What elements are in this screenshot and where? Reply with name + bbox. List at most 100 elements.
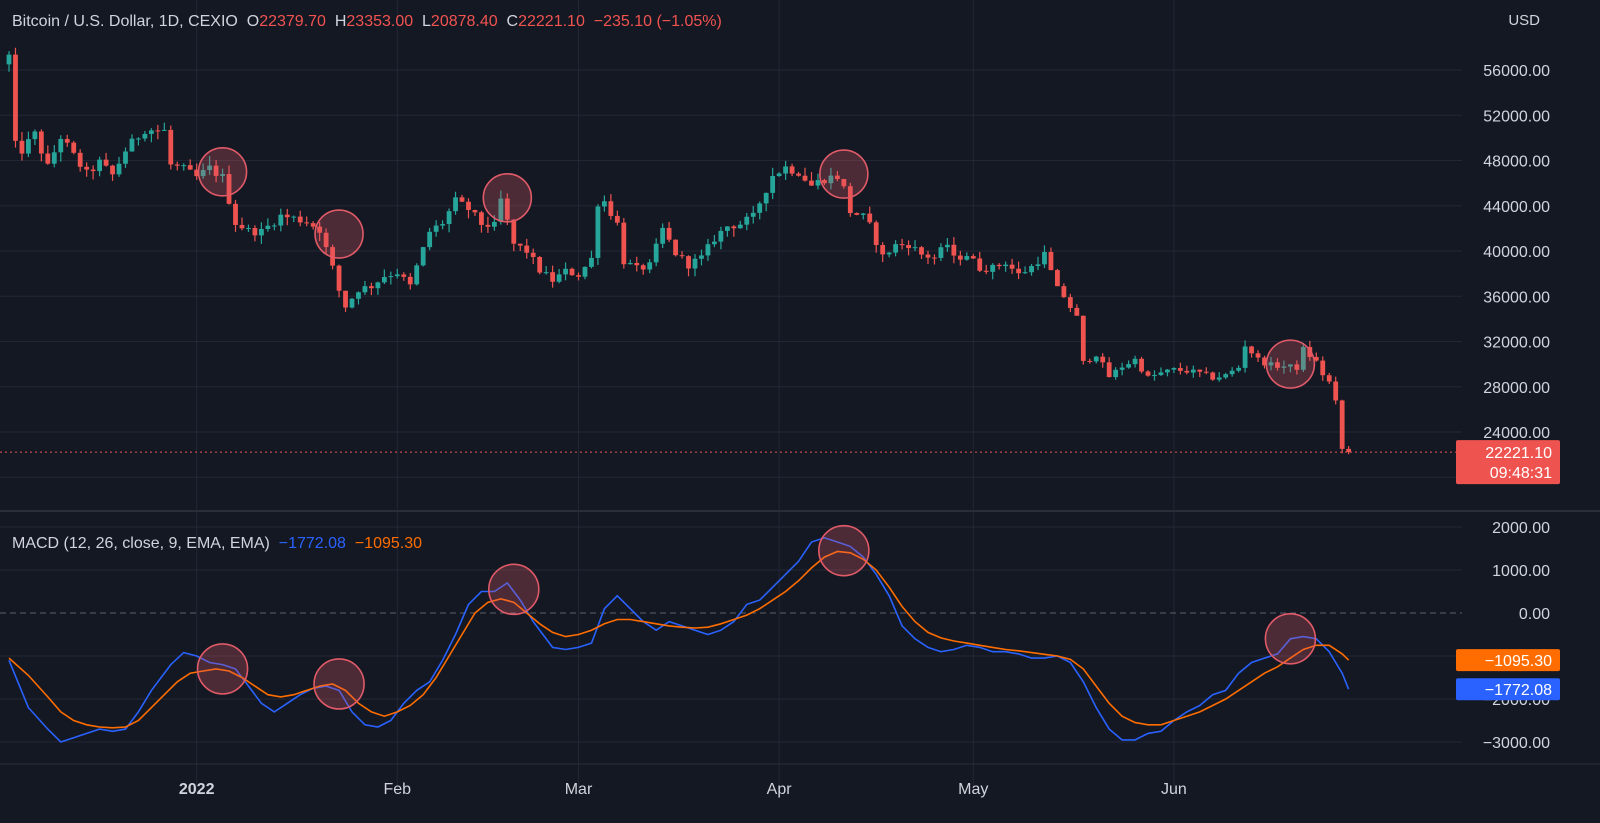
candle[interactable]: [1074, 304, 1080, 316]
candle[interactable]: [867, 206, 873, 224]
candle[interactable]: [1087, 358, 1093, 364]
candle[interactable]: [13, 47, 18, 148]
candle[interactable]: [944, 237, 950, 252]
candle[interactable]: [1339, 399, 1345, 454]
candle[interactable]: [1093, 355, 1099, 364]
candle[interactable]: [97, 156, 103, 177]
candle[interactable]: [291, 215, 297, 223]
candle[interactable]: [822, 178, 827, 186]
candle[interactable]: [1249, 345, 1254, 358]
candle[interactable]: [621, 217, 627, 269]
candle[interactable]: [336, 264, 342, 298]
candle[interactable]: [595, 204, 601, 265]
candle[interactable]: [601, 195, 607, 212]
candle[interactable]: [1100, 353, 1106, 368]
candle[interactable]: [155, 124, 161, 140]
candle[interactable]: [653, 238, 659, 267]
candle[interactable]: [957, 250, 963, 266]
candle[interactable]: [446, 208, 452, 233]
candle[interactable]: [699, 249, 704, 266]
candle[interactable]: [388, 271, 394, 285]
candle[interactable]: [504, 193, 510, 226]
candle[interactable]: [401, 272, 407, 281]
candle[interactable]: [1223, 372, 1229, 380]
candle[interactable]: [1320, 356, 1326, 381]
candle[interactable]: [776, 172, 782, 177]
candle[interactable]: [271, 223, 277, 231]
candle[interactable]: [213, 160, 219, 183]
candle[interactable]: [1281, 360, 1287, 374]
candle[interactable]: [977, 251, 983, 273]
price-axis[interactable]: 24000.00 28000.00 32000.00 36000.00 40000.00…: [1483, 63, 1550, 442]
candle[interactable]: [783, 160, 789, 180]
candle[interactable]: [906, 240, 911, 256]
candle[interactable]: [310, 221, 316, 230]
candle[interactable]: [770, 167, 776, 200]
candle[interactable]: [1119, 362, 1125, 376]
candle[interactable]: [1216, 372, 1222, 382]
candle[interactable]: [919, 246, 924, 259]
candle[interactable]: [123, 147, 128, 168]
candle[interactable]: [938, 243, 944, 262]
candle[interactable]: [1106, 357, 1112, 378]
candle[interactable]: [32, 129, 38, 146]
candle[interactable]: [1210, 371, 1216, 381]
candle[interactable]: [142, 130, 148, 142]
candle[interactable]: [692, 254, 698, 277]
candle[interactable]: [181, 163, 187, 171]
candle[interactable]: [815, 173, 821, 190]
candle[interactable]: [19, 132, 25, 161]
candle[interactable]: [459, 194, 465, 203]
candle[interactable]: [893, 240, 899, 257]
candle[interactable]: [1055, 268, 1060, 287]
candle[interactable]: [614, 210, 620, 226]
candle[interactable]: [278, 208, 284, 232]
candle[interactable]: [233, 199, 238, 232]
candle[interactable]: [1126, 360, 1132, 369]
candle[interactable]: [433, 220, 439, 237]
candle[interactable]: [6, 51, 12, 72]
candle[interactable]: [750, 205, 756, 224]
candle[interactable]: [1197, 369, 1203, 378]
candle[interactable]: [129, 134, 135, 152]
candle[interactable]: [828, 167, 834, 190]
candle[interactable]: [466, 198, 471, 219]
candle[interactable]: [576, 272, 581, 281]
candle[interactable]: [1268, 356, 1274, 371]
candle[interactable]: [1139, 356, 1144, 374]
candle[interactable]: [258, 222, 264, 244]
candle[interactable]: [925, 250, 931, 265]
candle[interactable]: [847, 182, 853, 217]
candle[interactable]: [64, 134, 70, 147]
candle[interactable]: [1145, 370, 1151, 377]
candle[interactable]: [472, 209, 478, 216]
candle[interactable]: [1048, 247, 1054, 271]
candle[interactable]: [427, 227, 433, 251]
candle[interactable]: [1067, 293, 1073, 313]
candle[interactable]: [1346, 445, 1352, 455]
candle[interactable]: [524, 238, 530, 259]
candle[interactable]: [239, 217, 245, 231]
candle[interactable]: [854, 212, 860, 216]
candle[interactable]: [647, 259, 653, 274]
candle[interactable]: [1029, 264, 1034, 276]
candle[interactable]: [420, 246, 426, 267]
candle[interactable]: [1333, 376, 1339, 405]
candle[interactable]: [356, 291, 361, 305]
candle[interactable]: [369, 282, 374, 296]
candle[interactable]: [511, 218, 517, 252]
candle[interactable]: [485, 216, 491, 233]
candle[interactable]: [970, 253, 976, 260]
candle[interactable]: [1080, 315, 1086, 365]
candle[interactable]: [1177, 362, 1183, 375]
candle[interactable]: [110, 164, 115, 181]
candle[interactable]: [809, 172, 814, 187]
candle[interactable]: [873, 220, 879, 253]
candle[interactable]: [705, 238, 711, 261]
candle[interactable]: [996, 263, 1002, 270]
candle[interactable]: [744, 212, 750, 231]
candle[interactable]: [666, 221, 672, 243]
candle[interactable]: [582, 266, 588, 280]
candle[interactable]: [796, 171, 801, 177]
candle[interactable]: [317, 221, 323, 242]
